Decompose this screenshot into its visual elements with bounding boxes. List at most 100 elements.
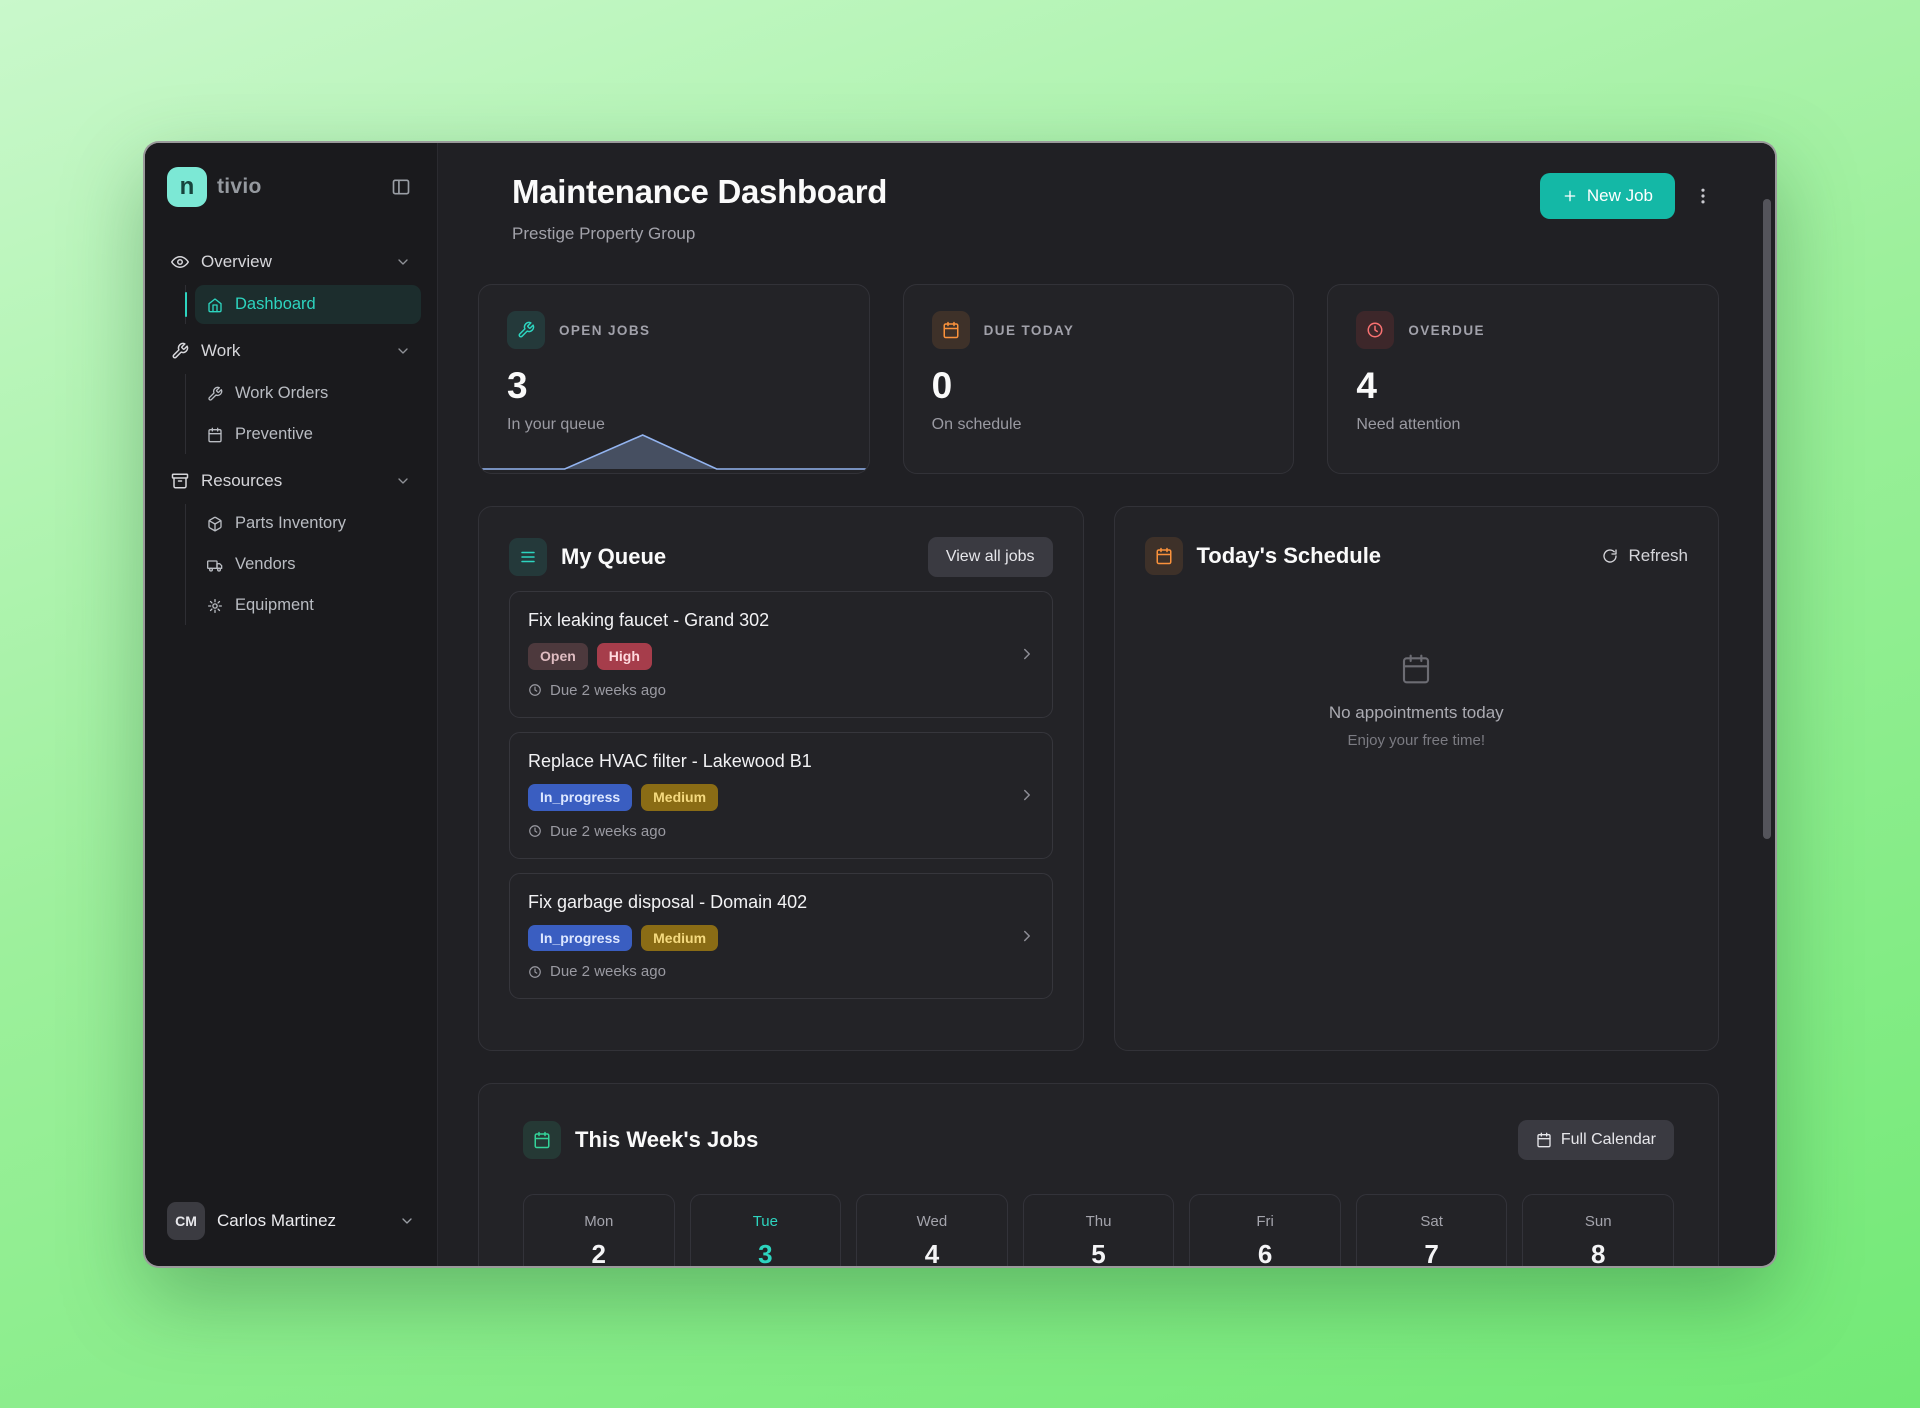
sidebar-item-dashboard[interactable]: Dashboard [185, 285, 421, 324]
job-due-text: Due 2 weeks ago [550, 963, 666, 981]
calendar-icon [1144, 537, 1183, 575]
home-icon [207, 297, 223, 313]
full-calendar-button[interactable]: Full Calendar [1517, 1120, 1674, 1160]
vertical-scrollbar[interactable] [1763, 199, 1771, 839]
day-name: Tue [752, 1213, 778, 1230]
brand: n tivio [161, 163, 421, 211]
archive-icon [171, 472, 189, 490]
calendar-icon [523, 1121, 561, 1159]
sidebar-item-label: Parts Inventory [235, 514, 346, 532]
refresh-label: Refresh [1628, 546, 1688, 565]
avatar: CM [167, 1202, 205, 1240]
my-queue-card: My Queue View all jobs Fix leaking fauce… [478, 506, 1084, 1051]
job-row[interactable]: Fix garbage disposal - Domain 402 In_pro… [509, 872, 1053, 1000]
wrench-icon [207, 386, 223, 402]
day-number: 3 [758, 1239, 773, 1266]
app-window: n tivio Overview Dashboard [143, 141, 1777, 1268]
subnav-resources: Parts Inventory Vendors Equipment [185, 504, 421, 625]
header-actions: New Job [1539, 173, 1719, 219]
job-row[interactable]: Fix leaking faucet - Grand 302 Open High… [509, 591, 1053, 718]
day-cell-mon[interactable]: Mon 2 [523, 1194, 675, 1266]
stat-value: 4 [1356, 365, 1377, 406]
sidebar-item-label: Preventive [235, 425, 313, 443]
wrench-icon [507, 311, 545, 349]
sidebar: n tivio Overview Dashboard [145, 143, 438, 1266]
calendar-icon [1536, 1132, 1552, 1148]
view-all-jobs-button[interactable]: View all jobs [927, 537, 1053, 577]
stat-value: 0 [931, 365, 953, 406]
stat-label: OPEN JOBS [559, 322, 651, 338]
status-badge: In_progress [528, 924, 633, 952]
user-menu[interactable]: CM Carlos Martinez [161, 1194, 421, 1248]
day-number: 2 [591, 1239, 607, 1266]
refresh-button[interactable]: Refresh [1602, 546, 1688, 566]
open-jobs-sparkline [479, 427, 869, 473]
calendar-icon [1400, 653, 1432, 685]
stat-card-open-jobs: OPEN JOBS 3 In your queue [478, 284, 870, 474]
user-name: Carlos Martinez [217, 1211, 337, 1230]
day-cell-sun[interactable]: Sun 8 [1522, 1194, 1674, 1266]
tools-icon [171, 342, 189, 360]
sidebar-collapse-button[interactable] [387, 173, 415, 201]
stat-label: DUE TODAY [983, 322, 1075, 338]
day-name: Wed [916, 1213, 948, 1230]
sidebar-item-preventive[interactable]: Preventive [195, 415, 421, 454]
week-title: This Week's Jobs [575, 1127, 759, 1152]
job-title: Replace HVAC filter - Lakewood B1 [528, 750, 812, 771]
job-due-text: Due 2 weeks ago [550, 822, 666, 840]
job-title: Fix garbage disposal - Domain 402 [528, 891, 808, 912]
day-cell-sat[interactable]: Sat 7 [1355, 1194, 1508, 1266]
chevron-down-icon [399, 1213, 415, 1229]
day-name: Thu [1085, 1213, 1112, 1230]
day-cell-thu[interactable]: Thu 5 [1022, 1194, 1175, 1266]
day-cell-wed[interactable]: Wed 4 [856, 1194, 1008, 1266]
sidebar-item-parts-inventory[interactable]: Parts Inventory [195, 504, 421, 543]
empty-title: No appointments today [1328, 703, 1504, 722]
full-calendar-label: Full Calendar [1560, 1131, 1656, 1148]
more-options-button[interactable] [1687, 178, 1719, 214]
chevron-right-icon [1018, 786, 1036, 804]
stat-caption: On schedule [931, 416, 1022, 433]
brand-logo-icon: n [167, 167, 207, 207]
refresh-icon [1602, 548, 1618, 564]
plus-icon [1562, 188, 1578, 204]
job-title: Fix leaking faucet - Grand 302 [528, 610, 770, 630]
this-weeks-jobs-card: This Week's Jobs Full Calendar Mon 2 Tue… [478, 1083, 1719, 1266]
sidebar-item-work-orders[interactable]: Work Orders [195, 374, 421, 413]
sidebar-section-resources[interactable]: Resources [161, 460, 421, 502]
clock-icon [528, 965, 542, 979]
chevron-down-icon [395, 343, 411, 359]
day-number: 5 [1091, 1239, 1106, 1266]
main-content: Maintenance Dashboard Prestige Property … [438, 143, 1775, 1266]
job-row[interactable]: Replace HVAC filter - Lakewood B1 In_pro… [509, 731, 1053, 859]
schedule-title: Today's Schedule [1196, 543, 1382, 568]
priority-badge: Medium [641, 783, 719, 811]
sidebar-item-vendors[interactable]: Vendors [195, 545, 421, 584]
day-name: Mon [584, 1213, 614, 1230]
sidebar-item-label: Dashboard [235, 295, 316, 313]
day-cell-fri[interactable]: Fri 6 [1189, 1194, 1341, 1266]
sidebar-section-work[interactable]: Work [161, 330, 421, 372]
day-name: Fri [1256, 1213, 1274, 1230]
brand-name: tivio [217, 175, 262, 198]
subnav-overview: Dashboard [185, 285, 421, 324]
day-cell-tue[interactable]: Tue 3 [689, 1194, 842, 1266]
priority-badge: Medium [641, 924, 719, 952]
clock-icon [1356, 311, 1395, 349]
status-badge: In_progress [528, 783, 633, 811]
sidebar-item-label: Vendors [235, 555, 296, 573]
chevron-right-icon [1018, 645, 1036, 663]
calendar-icon [207, 427, 223, 443]
chevron-down-icon [395, 254, 411, 270]
empty-caption: Enjoy your free time! [1347, 732, 1486, 749]
sidebar-section-overview[interactable]: Overview [161, 241, 421, 283]
package-icon [207, 516, 223, 532]
page-title-block: Maintenance Dashboard Prestige Property … [512, 173, 887, 244]
sidebar-item-equipment[interactable]: Equipment [195, 586, 421, 625]
todays-schedule-card: Today's Schedule Refresh No appointments… [1113, 506, 1719, 1051]
sidebar-item-label: Work Orders [235, 384, 329, 402]
stat-card-due-today: DUE TODAY 0 On schedule [902, 284, 1295, 474]
calendar-icon [931, 311, 970, 349]
new-job-button[interactable]: New Job [1539, 173, 1675, 219]
section-label: Work [201, 341, 241, 360]
